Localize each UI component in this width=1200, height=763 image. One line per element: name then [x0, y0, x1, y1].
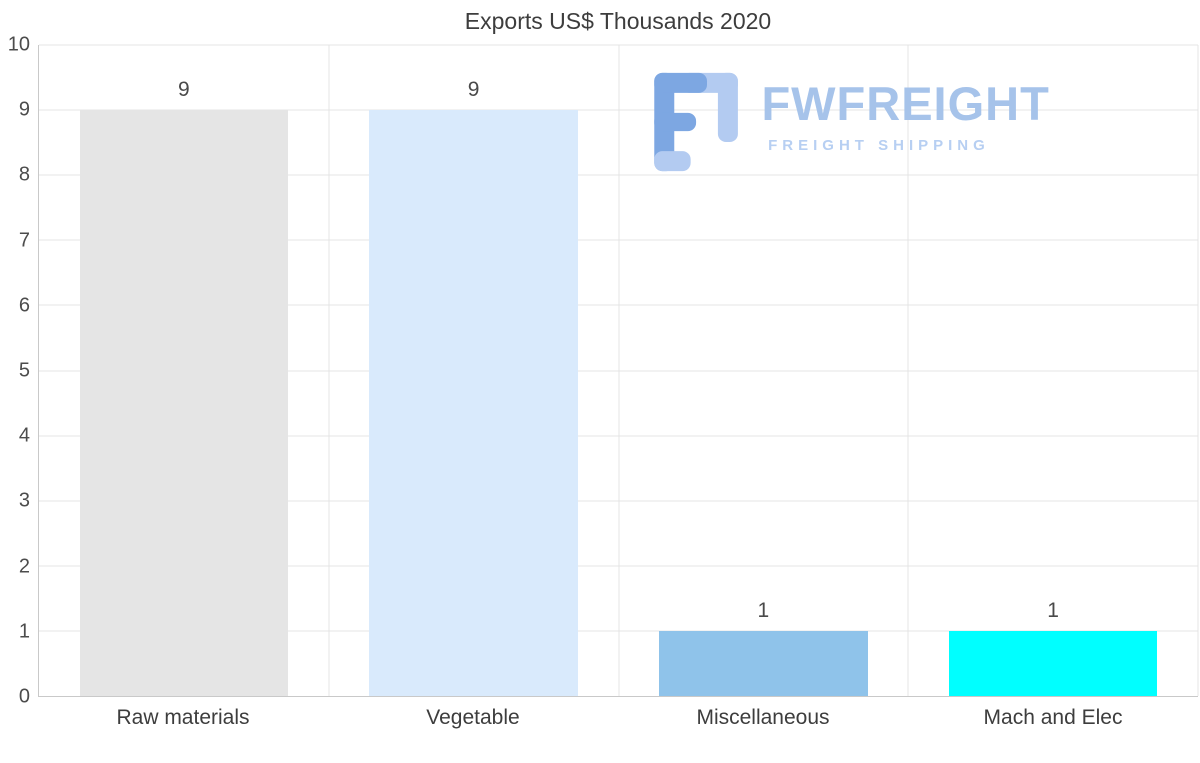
x-tick-label: Miscellaneous: [696, 706, 830, 729]
brand-name: FWFREIGHT: [761, 76, 1050, 130]
brand-tagline: FREIGHT SHIPPING: [768, 136, 990, 154]
bar-value-label: 1: [757, 598, 770, 622]
x-tick-label: Raw materials: [116, 706, 250, 729]
y-tick-label: 7: [18, 229, 30, 252]
bar-value-label: 1: [1047, 598, 1059, 622]
x-tick-label: Vegetable: [426, 706, 520, 729]
y-tick-label: 8: [18, 163, 30, 186]
chart-title: Exports US$ Thousands 2020: [464, 8, 772, 34]
bar-value-label: 9: [178, 78, 190, 102]
y-axis: 0 1 2 3 4 5 6 7 8 9 10: [0, 34, 30, 708]
y-tick-label: 5: [18, 359, 30, 382]
bar-mach-and-elec[interactable]: [948, 630, 1158, 696]
y-tick-label: 10: [7, 33, 30, 56]
gridline-vertical: [618, 45, 619, 696]
y-tick-label: 6: [18, 294, 30, 317]
bar-slot: 1: [908, 45, 1198, 696]
fwfreight-wordmark: FWFREIGHT FREIGHT SHIPPING: [761, 66, 1049, 154]
x-tick-label: Mach and Elec: [983, 706, 1123, 729]
bar-miscellaneous[interactable]: [659, 630, 868, 696]
y-tick-label: 0: [18, 685, 30, 708]
bar-slot: 9: [329, 45, 619, 696]
bar-raw-materials[interactable]: [79, 110, 289, 696]
y-tick-label: 9: [18, 98, 30, 121]
bar-value-label: 9: [467, 78, 480, 102]
fwfreight-logo: FWFREIGHT FREIGHT SHIPPING: [647, 66, 1049, 178]
plot-area: FWFREIGHT FREIGHT SHIPPING 9 9 1 1: [38, 44, 1199, 697]
gridline-vertical: [907, 45, 909, 696]
x-axis: Raw materials Vegetable Miscellaneous Mach …: [38, 706, 1198, 730]
fwfreight-f-bracket-icon: [654, 72, 739, 171]
bar-slot: 1: [619, 45, 909, 696]
bar-vegetable[interactable]: [369, 110, 578, 696]
gridline-vertical: [328, 45, 330, 696]
y-tick-label: 1: [18, 620, 30, 643]
bar-slot: 9: [39, 45, 329, 696]
y-tick-label: 3: [18, 489, 30, 512]
gridline-vertical: [1197, 45, 1199, 696]
y-tick-label: 4: [18, 424, 30, 447]
y-tick-label: 2: [18, 555, 30, 578]
